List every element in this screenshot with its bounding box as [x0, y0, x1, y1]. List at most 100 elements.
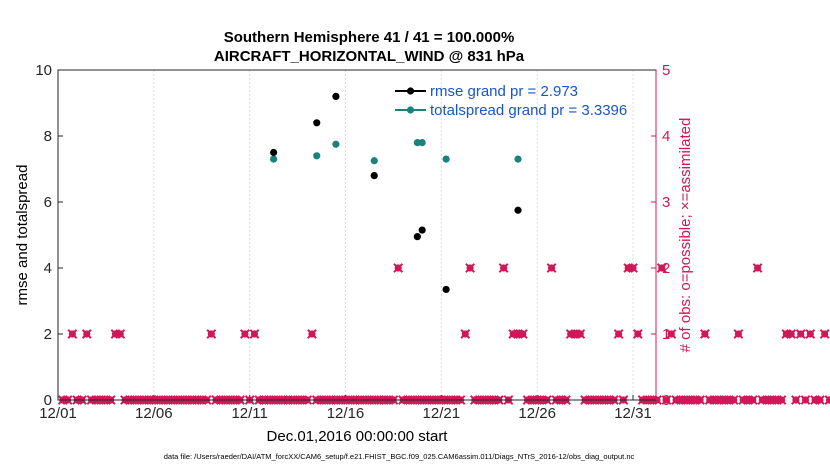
obs-assimilated-cross [824, 395, 830, 405]
obs-assimilated-cross [656, 263, 667, 273]
rmse-markers [270, 92, 522, 294]
obs-assimilated-cross [465, 263, 475, 273]
obs-count-marker [239, 329, 250, 339]
spread-point [442, 155, 450, 163]
obs-count-marker [791, 395, 801, 405]
spread-point [313, 152, 321, 160]
y-right-tick-label: 5 [662, 62, 670, 79]
rmse-point [442, 285, 450, 294]
obs-count-marker [795, 329, 806, 339]
y-right-tick-label: 2 [662, 260, 670, 277]
legend-spread-marker [406, 106, 415, 114]
obs-assimilated-cross [666, 329, 677, 339]
obs-assimilated-cross [800, 395, 811, 405]
obs-assimilated-cross [546, 263, 557, 273]
spread-point [370, 157, 378, 165]
obs-count-marker [465, 263, 475, 273]
obs-count-marker [517, 329, 528, 339]
rmse-point [370, 172, 378, 180]
obs-count-marker [814, 395, 825, 405]
obs-assimilated-cross [239, 329, 250, 339]
x-tick-label: 12/01 [39, 405, 77, 422]
rmse-point [313, 119, 321, 127]
obs-assimilated-cross [628, 263, 638, 273]
y-axis-label-left: rmse and totalspread [14, 165, 31, 306]
rmse-point [270, 148, 278, 157]
obs-assimilated-cross [460, 329, 471, 339]
obs-count-marker [699, 329, 710, 339]
obs-assimilated-cross [747, 395, 758, 405]
obs-assimilated-cross [695, 395, 705, 405]
y-left-tick-label: 0 [44, 392, 52, 409]
obs-count-marker [776, 395, 787, 405]
chart-subtitle: AIRCRAFT_HORIZONTAL_WIND @ 831 hPa [214, 48, 525, 65]
obs-count-marker [632, 329, 643, 339]
obs-count-marker [819, 329, 830, 339]
obs-assimilated-cross [517, 329, 528, 339]
obs-count-marker [656, 263, 667, 273]
obs-assimilated-cross [661, 395, 672, 405]
obs-count-marker [752, 263, 763, 273]
obs-count-marker [460, 329, 471, 339]
legend-rmse-label: rmse grand pr = 2.973 [430, 83, 578, 100]
spread-point [418, 139, 426, 147]
legend-spread-label: totalspread grand pr = 3.3396 [430, 102, 627, 119]
y-left-tick-label: 2 [44, 326, 52, 343]
x-tick-label: 12/06 [135, 405, 173, 422]
obs-assimilated-cross [632, 329, 643, 339]
data-file-note: data file: /Users/raeder/DAI/ATM_forcXX/… [164, 452, 635, 461]
obs-assimilated-cross [498, 263, 509, 273]
spread-point [514, 155, 522, 163]
obs-count-marker [115, 329, 126, 339]
obs-count-marker [728, 395, 739, 405]
x-tick-label: 12/31 [614, 405, 652, 422]
obs-assimilated-cross [791, 395, 801, 405]
obs-count-marker [546, 263, 557, 273]
y-left-tick-label: 4 [44, 260, 52, 277]
x-axis-label: Dec.01,2016 00:00:00 start [267, 428, 449, 445]
obs-count-marker [661, 395, 672, 405]
obs-count-marker [81, 329, 92, 339]
chart-title: Southern Hemisphere 41 / 41 = 100.000% [224, 29, 515, 46]
obs-count-marker [666, 329, 677, 339]
obs-count-marker [747, 395, 758, 405]
y-axis-label-right: # of obs: o=possible; ×=assimilated [677, 118, 694, 353]
obs-count-marker [67, 329, 78, 339]
obs-assimilated-cross [81, 329, 92, 339]
obs-assimilated-cross [115, 329, 126, 339]
obs-assimilated-cross [307, 329, 317, 339]
obs-assimilated-cross [613, 329, 624, 339]
obs-count-markers [57, 263, 830, 405]
x-tick-label: 12/16 [327, 405, 365, 422]
rmse-point [413, 233, 421, 241]
obs-assimilated-cross [206, 329, 217, 339]
obs-count-marker [613, 329, 624, 339]
grid [57, 70, 634, 400]
y-left-tick-label: 8 [44, 128, 52, 145]
x-tick-label: 12/21 [423, 405, 461, 422]
obs-assimilated-cross [575, 329, 586, 339]
obs-count-marker [628, 263, 638, 273]
obs-count-marker [695, 395, 705, 405]
y-right-tick-label: 3 [662, 194, 670, 211]
obs-count-marker [652, 395, 662, 405]
spread-markers [270, 139, 522, 165]
obs-count-marker [498, 263, 509, 273]
obs-count-marker [800, 395, 811, 405]
obs-assimilated-cross [805, 329, 816, 339]
rmse-point [418, 226, 426, 234]
obs-assimilated-cross [67, 329, 78, 339]
obs-assimilated-cross [733, 329, 744, 339]
obs-assimilated-cross [728, 395, 739, 405]
obs-assimilated-cross [795, 329, 806, 339]
legend: rmse grand pr = 2.973 totalspread grand … [395, 83, 627, 119]
y-right-tick-label: 1 [662, 326, 670, 343]
rmse-point [332, 92, 340, 100]
obs-count-marker [575, 329, 586, 339]
spread-point [270, 155, 278, 163]
obs-count-marker [307, 329, 317, 339]
x-tick-label: 12/11 [231, 405, 267, 422]
obs-assimilated-cross [393, 263, 404, 273]
obs-count-marker [206, 329, 217, 339]
